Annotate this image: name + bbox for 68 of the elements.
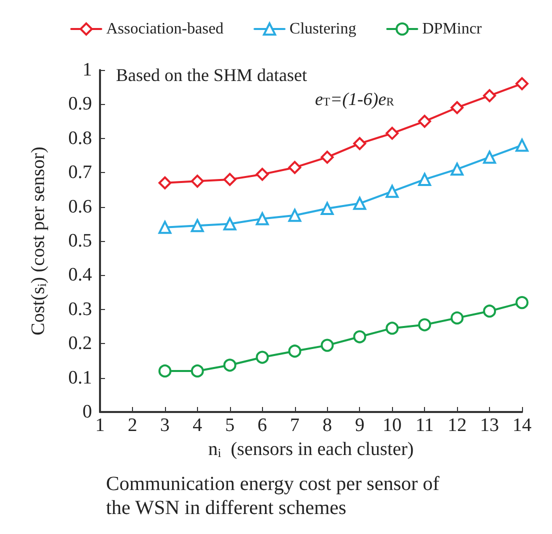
point	[256, 350, 269, 364]
point	[418, 318, 432, 332]
point	[190, 364, 204, 378]
point	[320, 202, 334, 216]
point	[288, 344, 302, 358]
point	[516, 138, 528, 152]
point	[190, 174, 204, 188]
point	[386, 322, 399, 335]
point	[353, 196, 366, 210]
x-tick-label: 14	[512, 415, 532, 436]
point	[223, 217, 236, 230]
y-tick-label: 1	[82, 60, 92, 80]
point	[516, 77, 528, 90]
point	[353, 137, 366, 150]
y-tick-label: 0.3	[68, 298, 92, 320]
legend-label: Association-based	[106, 20, 224, 38]
x-tick-label: 2	[128, 415, 138, 436]
point	[386, 184, 399, 198]
point	[483, 150, 496, 164]
y-tick-label: 0.8	[68, 128, 92, 149]
x-tick-label: 7	[290, 415, 300, 436]
point	[288, 160, 302, 174]
y-tick-label: 0.9	[68, 94, 92, 115]
x-tick-label: 5	[225, 415, 235, 436]
x-tick-label: 11	[415, 415, 434, 436]
x-tick-label: 10	[382, 415, 402, 436]
legend-label: DPMincr	[422, 20, 482, 38]
point	[386, 126, 399, 140]
annotation: eT=(1-6)eR	[314, 89, 394, 109]
y-tick-label: 0.7	[68, 162, 92, 184]
x-tick-label: 3	[160, 415, 170, 436]
y-tick-label: 0	[82, 402, 92, 422]
point	[256, 212, 269, 226]
point	[320, 150, 334, 164]
x-axis-title: ni (sensors in each cluster)	[208, 439, 414, 460]
text: Communication energy cost per sensor of the WSN in different schemes	[106, 473, 444, 519]
y-tick-label: 0.6	[68, 196, 92, 218]
point	[450, 311, 464, 324]
point	[418, 172, 432, 186]
point	[353, 330, 366, 344]
y-tick-label: 0.1	[68, 367, 92, 388]
y-axis-title: Cost(si) (cost per sensor)	[28, 146, 49, 336]
point	[190, 219, 204, 232]
point	[256, 168, 269, 181]
legend-label: Clustering	[290, 20, 356, 38]
point	[223, 172, 236, 186]
point	[158, 220, 172, 234]
y-tick-label: 0.5	[68, 230, 92, 252]
point	[158, 364, 172, 378]
x-tick-label: 13	[480, 415, 500, 436]
point	[418, 114, 432, 128]
point	[450, 101, 464, 114]
point	[516, 296, 528, 310]
x-tick-label: 8	[322, 415, 332, 436]
point	[288, 208, 302, 222]
point	[450, 162, 464, 176]
chart-title: Based on the SHM dataset	[116, 65, 307, 85]
point	[320, 338, 334, 352]
y-tick-label: 0.2	[68, 333, 92, 354]
point	[483, 304, 496, 318]
x-tick-label: 12	[448, 415, 467, 436]
point	[223, 358, 236, 372]
x-tick-label: 9	[354, 415, 364, 436]
x-tick-label: 4	[192, 415, 203, 436]
point	[158, 176, 172, 190]
point	[483, 89, 496, 102]
y-tick-label: 0.4	[68, 264, 92, 286]
x-tick-label: 6	[258, 415, 268, 436]
